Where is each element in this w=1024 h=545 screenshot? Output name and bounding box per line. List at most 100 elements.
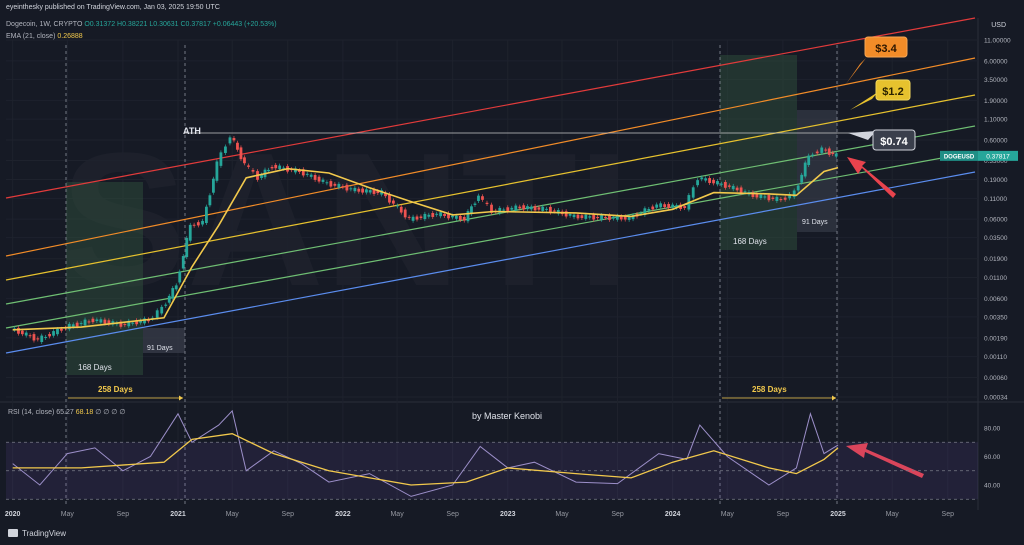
candle-body [731, 185, 735, 190]
candle-body [611, 216, 615, 219]
y-tick-label: 0.00034 [984, 395, 1008, 402]
candle-body [458, 215, 462, 221]
tradingview-logo[interactable]: TradingView [8, 529, 66, 538]
y-tick-label: 0.33000 [984, 158, 1008, 165]
candle-body [727, 185, 731, 187]
candle-body [201, 220, 204, 225]
y-tick-label: 0.03500 [984, 235, 1008, 242]
y-tick-label: 0.00110 [984, 354, 1007, 361]
candle-body [514, 205, 518, 211]
candle-body [800, 174, 804, 183]
candle-body [447, 213, 450, 219]
candle-body [518, 206, 522, 209]
candle-body [481, 196, 484, 200]
candle-body [309, 174, 313, 177]
x-tick-label: May [226, 511, 240, 518]
candle-body [384, 192, 387, 197]
candle-body [294, 168, 297, 173]
y-tick-label: 1.10000 [984, 117, 1008, 124]
x-tick-label: Sep [611, 511, 624, 518]
candle-body [712, 179, 715, 184]
candle-body [473, 203, 477, 205]
candle-body [20, 330, 24, 335]
y-tick-label: 0.00190 [984, 335, 1008, 342]
candle-body [759, 194, 763, 199]
candle-body [372, 189, 376, 194]
candle-body [771, 197, 775, 199]
candle-body [763, 196, 767, 198]
callout-074-box [872, 129, 916, 151]
candle-body [32, 334, 36, 341]
candle-body [775, 196, 779, 201]
candle-body [407, 216, 411, 218]
candle-body [79, 323, 83, 325]
candle-body [663, 204, 667, 208]
candle-body [357, 188, 361, 192]
candle-body [403, 209, 407, 218]
candle-body [675, 205, 679, 208]
candle-body [502, 209, 506, 211]
currency-label[interactable]: USD [991, 22, 1006, 29]
x-tick-label: Sep [942, 511, 955, 518]
channel-green-upper [5, 125, 976, 305]
candle-body [427, 214, 431, 217]
candle-body [345, 184, 349, 191]
y-tick-label: 11.00000 [984, 38, 1011, 45]
candle-body [99, 319, 103, 323]
candle-body [95, 319, 99, 322]
candle-body [439, 212, 443, 217]
last-price-symbol-tag [940, 150, 978, 161]
candle-body [735, 187, 739, 191]
candle-body [537, 207, 541, 210]
ath-label: ATH [183, 126, 201, 136]
candle-body [127, 320, 131, 327]
candle-body [24, 332, 28, 336]
candle-body [671, 204, 675, 208]
ema-legend: EMA (21, close) 0.26888 [6, 33, 83, 40]
candle-body [477, 195, 480, 201]
rsi-null-values: ∅ ∅ ∅ ∅ [95, 409, 126, 416]
candle-body [67, 323, 71, 330]
candle-body [811, 154, 815, 156]
candle-body [297, 170, 301, 172]
callout-12-pointer [850, 92, 878, 110]
x-tick-label: 2020 [5, 511, 21, 518]
channel-yellow [5, 94, 976, 281]
candle-body [87, 321, 91, 323]
candle-body [341, 186, 345, 188]
published-info: eyeinthesky published on TradingView.com… [6, 4, 220, 11]
candle-body [267, 169, 270, 172]
candle-body [584, 214, 588, 219]
candle-body [228, 137, 232, 144]
x-tick-label: May [721, 511, 735, 518]
candle-body [596, 217, 600, 219]
candle-body [44, 336, 48, 338]
candle-body [205, 206, 208, 224]
candle-body [552, 210, 556, 212]
x-tick-label: 2023 [500, 511, 516, 518]
candle-body [107, 320, 111, 325]
candle-body [224, 146, 227, 154]
candle-body [361, 188, 365, 193]
candle-body [431, 213, 435, 217]
callout-34-text: $3.4 [875, 43, 897, 55]
candle-body [796, 185, 800, 191]
y-tick-label: 0.01100 [984, 275, 1007, 282]
candle-body [588, 216, 592, 218]
candle-body [376, 191, 380, 194]
candle-body [704, 178, 708, 181]
candle-body [788, 194, 792, 199]
candle-body [399, 206, 403, 213]
candle-body [91, 318, 95, 323]
ohlc-values: O0.31372 H0.38221 L0.30631 C0.37817 +0.0… [84, 21, 277, 28]
candle-body [395, 205, 399, 207]
last-price-symbol: DOGEUSD [944, 154, 975, 160]
candle-body [56, 328, 59, 335]
cycle-label-168-2024: 168 Days [733, 237, 767, 246]
candle-body [779, 199, 783, 201]
candle-body [548, 206, 552, 213]
rsi-pane [0, 402, 978, 506]
candle-body [71, 324, 75, 327]
candle-body [329, 181, 333, 187]
